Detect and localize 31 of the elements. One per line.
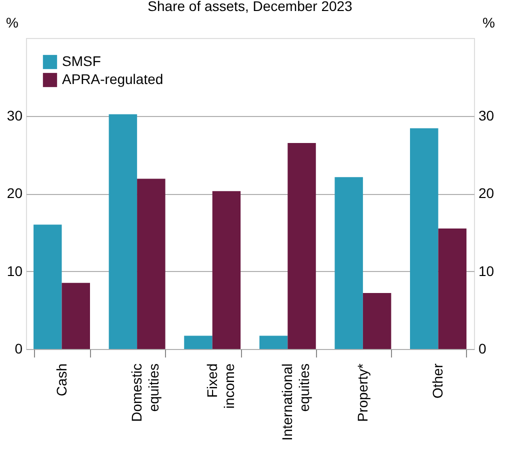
y2-axis-title: % <box>482 14 495 30</box>
bar <box>108 114 138 349</box>
bar <box>212 191 241 349</box>
legend-label: APRA-regulated <box>62 71 164 87</box>
x-tick-label: Property* <box>354 362 370 422</box>
x-tick-label: Other <box>430 363 446 399</box>
y-tick-label: 0 <box>14 340 23 356</box>
bar <box>288 142 316 349</box>
y-tick-label: 30 <box>6 107 23 124</box>
bar <box>362 293 392 349</box>
bar <box>410 128 438 349</box>
y-tick-label: 20 <box>6 185 23 201</box>
bar <box>137 178 166 349</box>
x-tick-label: Cash <box>53 364 70 396</box>
y2-tick-label: 30 <box>478 107 494 124</box>
bar <box>34 224 62 349</box>
x-tick-label: International equities <box>279 364 312 441</box>
x-tick-label: Domestic equities <box>128 364 162 422</box>
y-tick-label: 10 <box>6 262 23 279</box>
chart-title: Share of assets, December 2023 <box>148 0 353 14</box>
bar <box>62 282 90 349</box>
y-axis-title: % <box>6 14 18 30</box>
y2-tick-label: 10 <box>478 262 494 279</box>
y2-tick-label: 0 <box>478 340 486 356</box>
legend-label: SMSF <box>62 53 101 69</box>
y2-tick-label: 20 <box>478 185 494 201</box>
x-tick-label: Fixed income <box>204 363 237 409</box>
bar <box>334 177 363 349</box>
bar <box>184 336 212 349</box>
bar <box>438 228 466 349</box>
bar <box>259 336 288 349</box>
